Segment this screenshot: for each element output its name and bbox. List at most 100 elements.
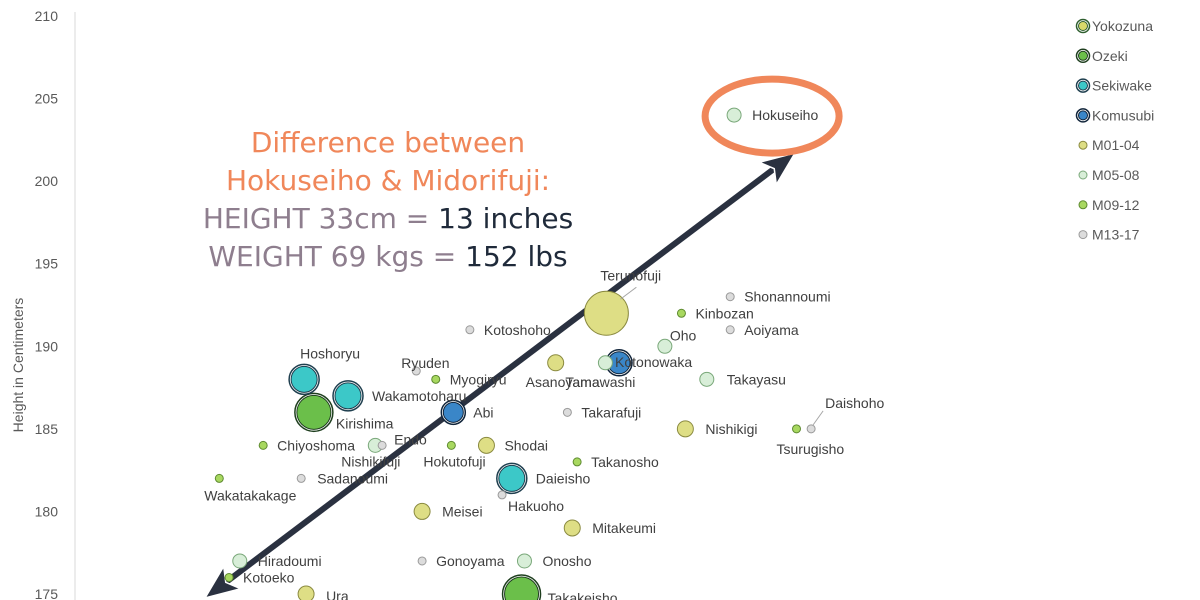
data-point xyxy=(725,292,735,302)
data-point xyxy=(232,553,248,569)
legend-label: M13-17 xyxy=(1092,227,1140,243)
data-point xyxy=(563,519,581,537)
point-label: Wakatakakage xyxy=(204,487,296,503)
y-tick-label: 195 xyxy=(35,256,59,272)
point-label: Chiyoshoma xyxy=(277,437,355,453)
legend-item: M05-08 xyxy=(1078,167,1140,183)
data-point xyxy=(258,440,268,450)
data-point xyxy=(806,424,816,434)
y-tick-label: 185 xyxy=(35,421,59,437)
data-point xyxy=(725,325,735,335)
point-label: Ura xyxy=(326,588,349,600)
point-label: Oho xyxy=(670,327,697,343)
point-marker xyxy=(465,325,475,335)
point-label: Takarafuji xyxy=(581,404,641,420)
point-marker xyxy=(657,338,673,354)
legend-item: Komusubi xyxy=(1075,107,1154,123)
point-label: Tsurugisho xyxy=(777,441,845,457)
point-marker xyxy=(547,354,565,372)
point-label: Sadanoumi xyxy=(317,470,388,486)
legend-marker xyxy=(1078,110,1088,121)
point-marker xyxy=(377,440,387,450)
legend-item: Ozeki xyxy=(1075,48,1128,64)
point-label: Myogiryu xyxy=(450,371,507,387)
legend-item: Sekiwake xyxy=(1075,78,1152,94)
annotation-box: Difference between Hokuseiho & Midorifuj… xyxy=(203,126,573,273)
data-point xyxy=(377,440,387,450)
point-label: Takakeisho xyxy=(548,590,618,600)
annotation-weight-value: 152 lbs xyxy=(465,240,567,273)
legend-label: Komusubi xyxy=(1092,107,1154,123)
data-point xyxy=(676,308,686,318)
point-label: Shodai xyxy=(504,437,548,453)
data-point xyxy=(477,436,495,454)
leader-line xyxy=(812,410,824,426)
point-label: Aoiyama xyxy=(744,322,799,338)
point-marker xyxy=(725,292,735,302)
point-marker xyxy=(725,325,735,335)
point-marker xyxy=(572,457,582,467)
point-label: Takayasu xyxy=(727,371,786,387)
data-point xyxy=(413,502,431,520)
legend-label: M09-12 xyxy=(1092,197,1140,213)
data-point xyxy=(332,380,364,412)
annotation-line-3: HEIGHT 33cm = 13 inches xyxy=(203,202,573,235)
y-axis-title: Height in Centimeters xyxy=(10,298,26,433)
data-point xyxy=(224,572,234,582)
y-tick-label: 210 xyxy=(35,8,59,24)
point-label: Hoshoryu xyxy=(300,345,360,361)
y-axis: 175 180 185 190 195 200 205 210 xyxy=(35,8,76,600)
legend-label: Sekiwake xyxy=(1092,78,1152,94)
legend-marker xyxy=(1078,50,1088,61)
point-label: Hokuseiho xyxy=(752,107,818,123)
data-point xyxy=(597,355,613,371)
data-point xyxy=(583,290,629,336)
point-label: Kotoeko xyxy=(243,569,295,585)
y-tick-label: 200 xyxy=(35,173,59,189)
point-label: Kirishima xyxy=(336,415,394,431)
data-point xyxy=(676,420,694,438)
point-marker xyxy=(296,394,332,430)
point-marker xyxy=(334,382,362,410)
legend-label: M01-04 xyxy=(1092,137,1140,153)
point-marker xyxy=(583,290,629,336)
point-marker xyxy=(413,502,431,520)
point-marker xyxy=(214,473,224,483)
data-point xyxy=(296,473,306,483)
data-point xyxy=(440,399,467,426)
point-marker xyxy=(806,424,816,434)
legend-marker xyxy=(1078,80,1088,91)
point-marker xyxy=(224,572,234,582)
legend-marker xyxy=(1078,170,1088,180)
data-point xyxy=(294,392,334,433)
data-point xyxy=(501,574,542,600)
data-point xyxy=(288,363,320,396)
annotation-weight-metric: WEIGHT 69 kgs = xyxy=(208,240,465,273)
annotation-height-value: 13 inches xyxy=(438,202,573,235)
point-label: Hiradoumi xyxy=(258,553,322,569)
legend-label: Yokozuna xyxy=(1092,18,1153,34)
data-point xyxy=(465,325,475,335)
leader-line xyxy=(620,286,637,300)
legend-marker xyxy=(1078,230,1088,240)
point-marker xyxy=(290,365,318,393)
point-marker xyxy=(296,473,306,483)
data-point xyxy=(496,462,528,495)
data-point xyxy=(446,440,456,450)
data-point xyxy=(417,556,427,566)
data-point xyxy=(699,371,715,387)
point-label: Ryuden xyxy=(401,355,449,371)
legend-item: M09-12 xyxy=(1078,197,1140,213)
legend-label: Ozeki xyxy=(1092,48,1128,64)
point-label: Onosho xyxy=(542,553,591,569)
point-marker xyxy=(232,553,248,569)
point-marker xyxy=(676,308,686,318)
point-label: Asanoyama xyxy=(526,374,600,390)
point-marker xyxy=(477,436,495,454)
point-marker xyxy=(562,407,572,417)
legend-item: M13-17 xyxy=(1078,227,1140,243)
y-tick-label: 205 xyxy=(35,91,59,107)
point-marker xyxy=(442,401,464,423)
difference-arrow xyxy=(203,151,797,600)
data-point xyxy=(605,349,633,377)
